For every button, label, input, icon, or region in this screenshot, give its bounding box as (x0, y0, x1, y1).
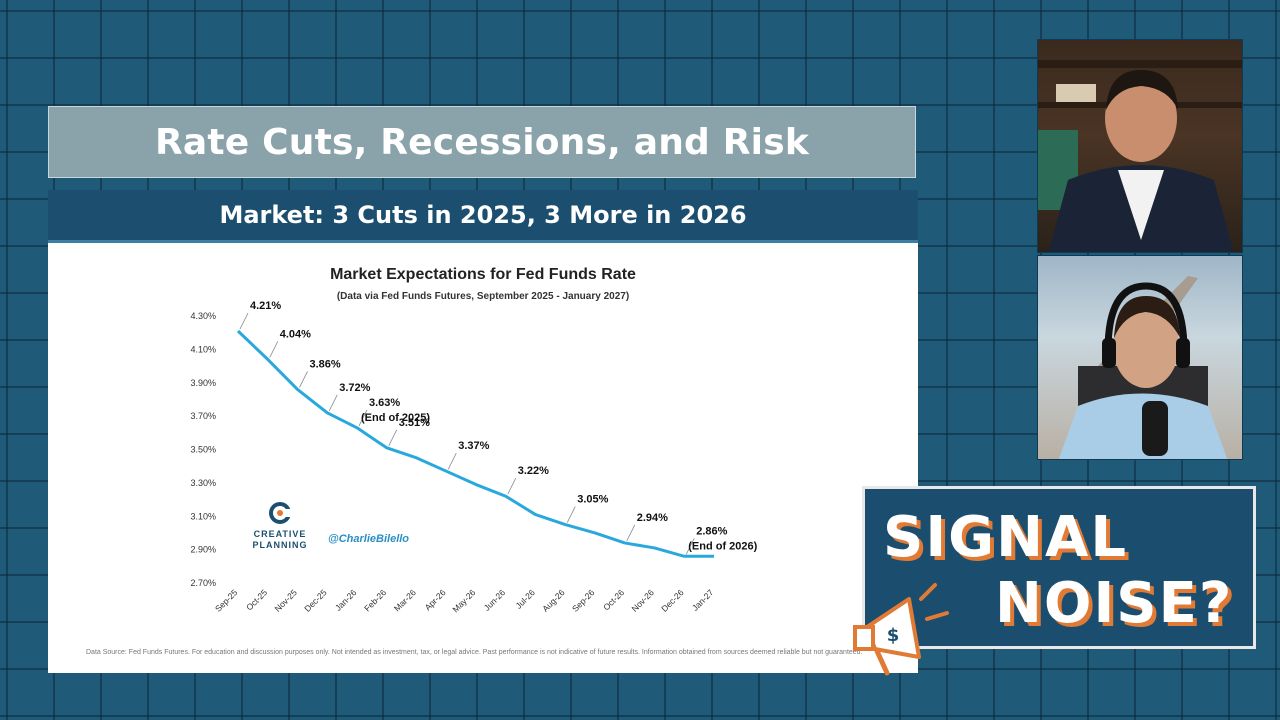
x-axis: Sep-25 Oct-25 Nov-25 Dec-25 Jan-26 Feb-26 Mar-… (213, 587, 716, 614)
annotation-leader (328, 394, 338, 411)
x-tick-label: Sep-25 (213, 587, 240, 614)
annotation-leader (685, 538, 695, 555)
video-feed-bottom (1037, 255, 1243, 460)
data-label-note: (End of 2026) (688, 540, 757, 552)
badge-word-noise: NOISE? (995, 571, 1234, 636)
badge-word-signal: SIGNAL (883, 505, 1129, 570)
person-2-figure (1058, 276, 1228, 459)
data-label: 4.21% (250, 300, 281, 312)
data-label: 4.04% (280, 328, 311, 340)
chart-svg: Market Expectations for Fed Funds Rate (… (190, 266, 758, 614)
creative-planning-logo: CREATIVE PLANNING (253, 502, 308, 550)
chart-subtitle: (Data via Fed Funds Futures, September 2… (337, 291, 629, 302)
author-handle: @CharlieBilello (328, 533, 409, 545)
head (1113, 304, 1179, 388)
annotation-leader (566, 506, 576, 523)
y-tick-label: 2.90% (190, 545, 216, 555)
data-label: 3.37% (458, 440, 489, 452)
x-tick-label: Nov-25 (272, 587, 299, 614)
x-tick-label: Apr-26 (423, 587, 448, 612)
bookshelf (1038, 60, 1242, 68)
disclaimer-text: Data Source: Fed Funds Futures. For educ… (86, 649, 863, 656)
annotation-leader (239, 312, 249, 330)
data-label: 3.05% (577, 494, 608, 506)
hair (1114, 296, 1180, 338)
y-tick-label: 3.30% (190, 478, 216, 488)
data-label: 2.86% (696, 525, 727, 537)
x-tick-label: Aug-26 (540, 587, 567, 614)
annotation-leader (299, 371, 308, 388)
logo-mark-cut (282, 509, 292, 517)
microphone-icon (1142, 401, 1168, 456)
head (1105, 74, 1177, 162)
annotation-leader (507, 478, 517, 495)
data-label: 3.72% (339, 382, 370, 394)
dollar-sign-icon: $ (887, 625, 900, 646)
annotation-leader (358, 409, 368, 426)
x-tick-label: Feb-26 (362, 587, 388, 613)
x-tick-label: Jun-26 (482, 587, 508, 613)
logo-mark-dot (277, 510, 283, 516)
data-label: 2.94% (637, 512, 668, 524)
book-stack (1056, 84, 1096, 102)
x-tick-label: Dec-26 (659, 587, 686, 614)
series-line-group (236, 329, 715, 558)
x-tick-label: Jan-26 (333, 587, 359, 613)
megaphone-handle (874, 648, 890, 676)
y-tick-label: 3.10% (190, 511, 216, 521)
hair (1106, 70, 1178, 110)
video-feed-top (1037, 39, 1243, 253)
data-label-note: (End of 2025) (361, 412, 430, 424)
sound-wave-1 (919, 583, 937, 601)
x-tick-label: Oct-26 (601, 587, 626, 612)
sound-wave-2 (925, 611, 949, 621)
data-label: 3.86% (310, 358, 341, 370)
annotation-leader (388, 429, 398, 447)
shirt-collar (1118, 170, 1164, 240)
y-tick-label: 3.90% (190, 378, 216, 388)
x-tick-label: Nov-26 (629, 587, 656, 614)
headphone-cup-right (1176, 338, 1190, 368)
headphones-icon (1104, 282, 1188, 352)
x-tick-label: Jul-26 (513, 587, 537, 611)
segment-title-bar: Rate Cuts, Recessions, and Risk (48, 106, 916, 178)
data-label: 3.63% (369, 397, 400, 409)
annotation-leader (626, 524, 636, 542)
data-label: 3.51% (399, 417, 430, 429)
chart-slide: Market: 3 Cuts in 2025, 3 More in 2026 M… (48, 190, 918, 673)
logo-text-line1: CREATIVE (254, 529, 307, 539)
logo-text-line2: PLANNING (253, 540, 308, 550)
x-tick-label: Oct-25 (244, 587, 269, 612)
headphone-cup-left (1102, 338, 1116, 368)
segment-title: Rate Cuts, Recessions, and Risk (154, 121, 809, 163)
annotation-leader (447, 453, 457, 470)
annotations-group: 4.21%4.04%3.86%3.72%3.63%(End of 2025)3.… (239, 300, 758, 555)
chart-title: Market Expectations for Fed Funds Rate (330, 266, 636, 283)
data-label: 3.22% (518, 465, 549, 477)
x-tick-label: Jan-27 (690, 587, 716, 613)
y-tick-label: 4.30% (190, 311, 216, 321)
x-tick-label: Sep-26 (570, 587, 597, 614)
megaphone-dollar-icon: $ (853, 583, 949, 676)
y-tick-label: 4.10% (190, 344, 216, 354)
y-tick-label: 2.70% (190, 578, 216, 588)
annotation-leader (269, 341, 279, 358)
x-tick-label: Mar-26 (392, 587, 418, 613)
signal-noise-badge: SIGNAL NOISE? $ (853, 486, 1256, 676)
x-tick-label: Dec-25 (302, 587, 329, 614)
megaphone-mouth (853, 625, 875, 651)
y-tick-label: 3.70% (190, 411, 216, 421)
x-tick-label: May-26 (450, 587, 477, 614)
y-axis: 4.30% 4.10% 3.90% 3.70% 3.50% 3.30% 3.10% 2.90%… (190, 311, 216, 588)
person-1-figure (1038, 60, 1242, 252)
y-tick-label: 3.50% (190, 445, 216, 455)
slide-header: Market: 3 Cuts in 2025, 3 More in 2026 (48, 190, 918, 243)
